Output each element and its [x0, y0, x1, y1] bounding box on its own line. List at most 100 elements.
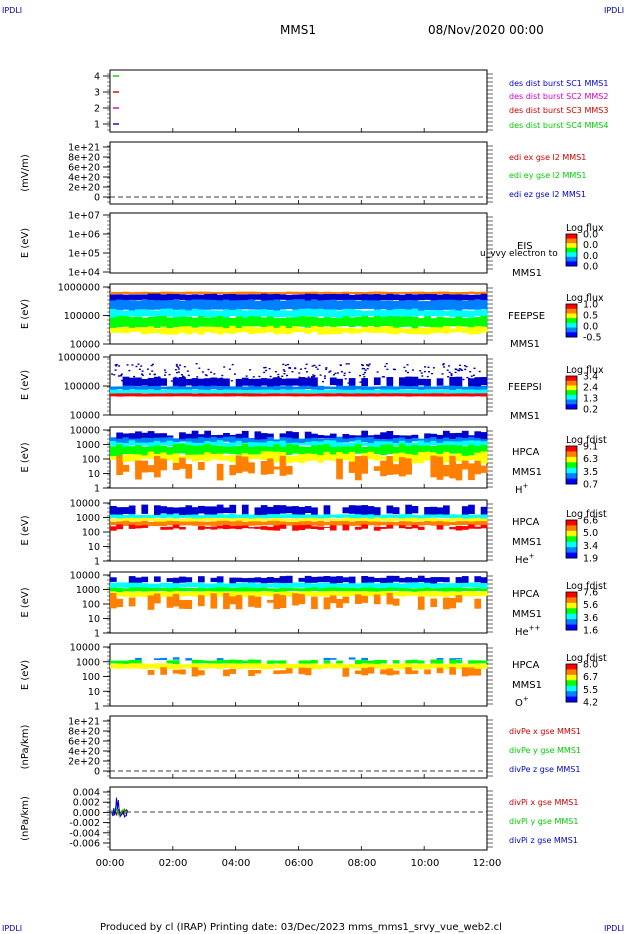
colorbar-segment [566, 332, 577, 338]
spectrogram-cell [154, 293, 161, 301]
spectrogram-cell [172, 657, 180, 660]
spectrogram-cell [154, 518, 161, 522]
spectrogram-cell [254, 596, 262, 608]
spectrogram-cell [361, 657, 368, 661]
spectrogram-cell [298, 454, 306, 463]
spectrogram-cell [116, 310, 123, 318]
count-dot [446, 369, 449, 371]
colorbar-segment [566, 256, 577, 262]
spectrogram-cell [135, 454, 142, 460]
spectrogram-cell [267, 441, 274, 448]
spectrogram-cell [355, 444, 362, 454]
colorbar-segment [566, 608, 577, 615]
spectrogram-cell [480, 524, 488, 529]
spectrogram-cell [298, 446, 306, 456]
spectrogram-cell [179, 587, 186, 592]
spectrogram-cell [311, 291, 318, 295]
spectrogram-cell [342, 291, 350, 295]
spectrogram-cell [122, 515, 130, 519]
spectrogram-cell [185, 454, 193, 460]
spectrogram-cell [461, 514, 469, 519]
spectrogram-cell [468, 514, 475, 519]
spectrogram-cell [455, 437, 463, 443]
count-dot [463, 365, 466, 367]
count-dot [426, 375, 429, 378]
spectrogram-cell [329, 525, 337, 531]
spectrogram-cell [122, 446, 130, 454]
spectrogram-cell [436, 390, 444, 394]
spectrogram-cell [336, 591, 343, 596]
spectrogram-cell [373, 517, 381, 521]
spectrogram-cell [235, 438, 243, 443]
spectrogram-cell [380, 294, 387, 300]
spectrogram-cell [223, 446, 230, 454]
spectrogram-cell [399, 521, 406, 526]
spectrogram-cell [480, 393, 488, 397]
colorbar-segment [566, 619, 577, 626]
spectrogram-cell [405, 442, 412, 448]
spectrogram-cell [392, 327, 400, 335]
spectrogram-cell [210, 389, 218, 394]
count-dot [347, 382, 350, 384]
count-dot [282, 363, 285, 366]
spectrogram-cell [480, 520, 488, 526]
spectrogram-cell [248, 587, 255, 593]
spectrogram-cell [166, 660, 174, 664]
spectrogram-cell [160, 657, 167, 660]
spectrogram-cell [399, 377, 406, 388]
spectrogram-cell [443, 521, 450, 526]
spectrogram-cell [367, 506, 375, 516]
legend-entry: edi ez gse l2 MMS1 [509, 190, 586, 199]
spectrogram-cell [204, 443, 211, 456]
spectrogram-cell [317, 300, 325, 310]
spectrogram-cell [223, 309, 230, 319]
spectrogram-cell [443, 441, 450, 448]
spectrogram-cell [210, 300, 218, 310]
spectrogram-cell [361, 430, 368, 442]
spectrogram-cell [461, 521, 469, 525]
spectrogram-cell [135, 291, 142, 294]
spectrogram-cell [455, 577, 463, 584]
spectrogram-cell [116, 316, 123, 328]
spectrogram-cell [185, 378, 193, 386]
spectrogram-cell [235, 386, 243, 390]
spectrogram-cell [480, 591, 488, 597]
spectrogram-cell [311, 592, 318, 597]
spectrogram-cell [455, 595, 463, 603]
spectrogram-cell [336, 390, 343, 394]
spectrogram-cell [254, 454, 262, 459]
spectrogram-cell [323, 576, 331, 583]
spectrogram-cell [336, 663, 343, 669]
spectrogram-cell [355, 505, 362, 517]
spectrogram-cell [480, 577, 488, 584]
spectrogram-cell [443, 445, 450, 456]
spectrogram-cell [455, 517, 463, 522]
spectrogram-cell [260, 300, 268, 311]
count-dot [419, 370, 422, 372]
legend-entry: divPi x gse MMS1 [509, 798, 578, 807]
panel-frame [109, 141, 488, 205]
colorbar-segment [566, 530, 577, 537]
count-dot [198, 367, 201, 369]
spectrogram-cell [122, 507, 130, 514]
spectrogram-cell [116, 432, 123, 443]
spectrogram-cell [317, 435, 325, 439]
spectrogram-cell [392, 292, 400, 294]
count-dot [174, 369, 177, 371]
count-dot [298, 372, 301, 374]
spectrogram-cell [110, 582, 117, 589]
spectrogram-cell [154, 593, 161, 604]
spectrogram-cell [110, 317, 117, 328]
count-dot [323, 377, 326, 379]
spectrogram-cell [336, 378, 343, 387]
spectrogram-cell [298, 660, 306, 664]
spectrogram-cell [198, 378, 205, 386]
spectrogram-cell [229, 596, 237, 605]
spectrogram-cell [135, 587, 142, 592]
spectrogram-cell [285, 328, 293, 335]
y-tick-label: 100 [82, 600, 100, 611]
spectrogram-cell [367, 663, 375, 669]
spectrogram-cell [160, 386, 167, 390]
spectrogram-cell [254, 316, 262, 327]
count-dot [423, 370, 426, 373]
